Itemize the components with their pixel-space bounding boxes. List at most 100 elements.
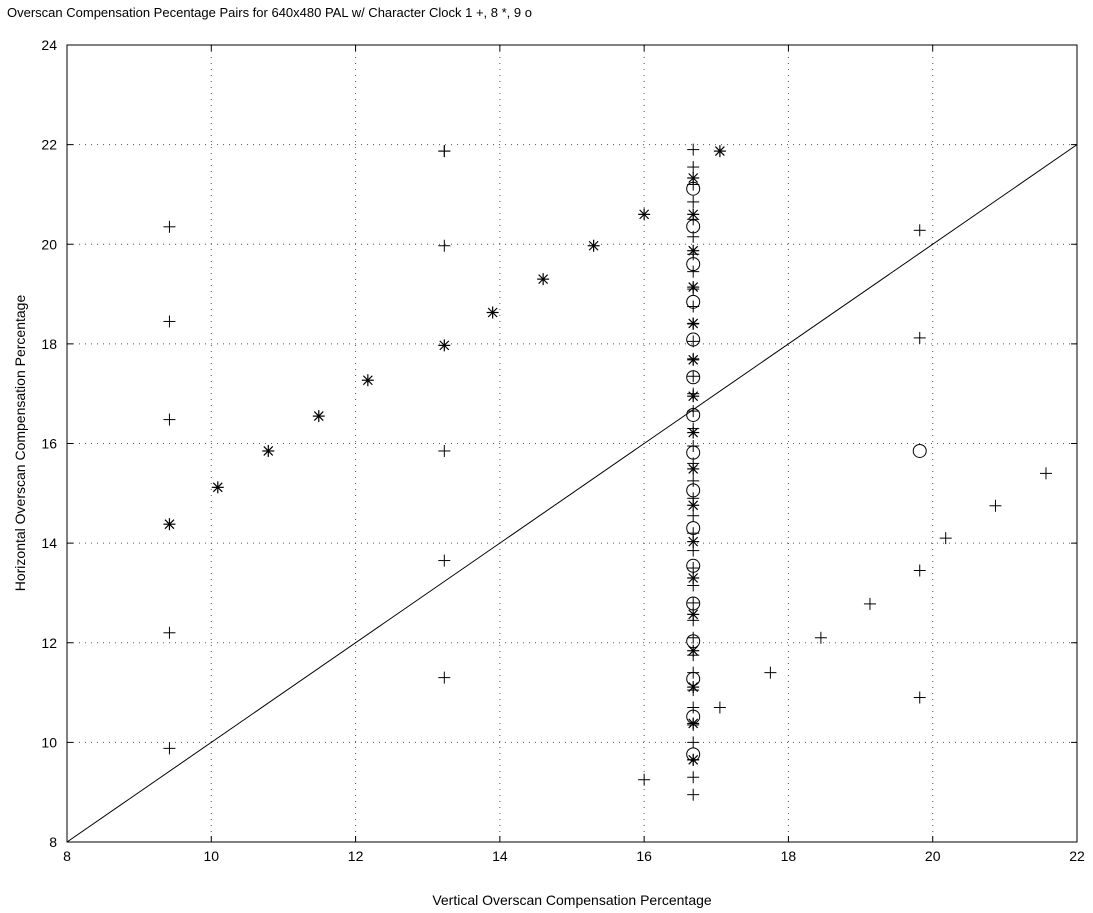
y-tick-label: 20 bbox=[41, 236, 57, 252]
scatter-point bbox=[686, 407, 701, 422]
scatter-point bbox=[438, 145, 451, 158]
x-tick-labels: 8 10 12 14 16 18 20 22 bbox=[63, 848, 1085, 864]
grid bbox=[67, 45, 1077, 842]
scatter-point bbox=[687, 353, 700, 366]
scatter-point bbox=[687, 681, 700, 694]
scatter-point bbox=[686, 483, 701, 498]
scatter-point bbox=[686, 219, 701, 234]
scatter-point bbox=[587, 239, 600, 252]
x-tick-label: 22 bbox=[1069, 848, 1085, 864]
scatter-point bbox=[686, 370, 701, 385]
scatter-point bbox=[713, 701, 726, 714]
scatter-point bbox=[438, 554, 451, 567]
scatter-point bbox=[686, 709, 701, 724]
scatter-point bbox=[687, 244, 700, 257]
scatter-point bbox=[686, 521, 701, 536]
scatter-point bbox=[686, 294, 701, 309]
scatter-point bbox=[638, 208, 651, 221]
scatter-point bbox=[687, 771, 700, 784]
x-tick-label: 10 bbox=[203, 848, 219, 864]
scatter-point bbox=[913, 691, 926, 704]
chart-title: Overscan Compensation Pecentage Pairs fo… bbox=[7, 5, 532, 20]
y-tick-labels: 8 10 12 14 16 18 20 22 24 bbox=[41, 37, 57, 850]
x-tick-label: 14 bbox=[492, 848, 508, 864]
scatter-point bbox=[312, 410, 325, 423]
scatter-point bbox=[211, 481, 224, 494]
scatter-point bbox=[814, 631, 827, 644]
x-tick-label: 20 bbox=[925, 848, 941, 864]
scatter-point bbox=[687, 390, 700, 403]
y-tick-label: 22 bbox=[41, 137, 57, 153]
scatter-point bbox=[438, 339, 451, 352]
scatter-point bbox=[913, 224, 926, 237]
y-tick-label: 18 bbox=[41, 336, 57, 352]
y-tick-label: 8 bbox=[49, 834, 57, 850]
scatter-point bbox=[638, 773, 651, 786]
reference-line bbox=[66, 144, 1078, 843]
scatter-point bbox=[912, 443, 927, 458]
scatter-point bbox=[913, 331, 926, 344]
x-tick-label: 18 bbox=[781, 848, 797, 864]
scatter-point bbox=[438, 671, 451, 684]
scatter-point bbox=[163, 626, 176, 639]
scatter-point bbox=[686, 747, 701, 762]
scatter-point bbox=[687, 265, 700, 278]
scatter-point bbox=[687, 208, 700, 221]
y-tick-label: 12 bbox=[41, 635, 57, 651]
scatter-point bbox=[686, 671, 701, 686]
scatter-point bbox=[863, 597, 876, 610]
scatter-point bbox=[361, 374, 374, 387]
scatter-point bbox=[438, 239, 451, 252]
scatter-point bbox=[686, 181, 701, 196]
scatter-point bbox=[687, 474, 700, 487]
x-tick-label: 12 bbox=[348, 848, 364, 864]
scatter-point bbox=[687, 644, 700, 657]
scatter-point bbox=[687, 499, 700, 512]
scatter-point bbox=[163, 742, 176, 755]
x-tick-label: 8 bbox=[63, 848, 71, 864]
scatter-point bbox=[764, 666, 777, 679]
scatter-point bbox=[686, 596, 701, 611]
scatter-point bbox=[687, 317, 700, 330]
scatter-point bbox=[1039, 467, 1052, 480]
scatter-point bbox=[687, 462, 700, 475]
scatter-point bbox=[163, 518, 176, 531]
scatter-point bbox=[989, 499, 1002, 512]
scatter-point bbox=[687, 335, 700, 348]
scatter-point bbox=[687, 195, 700, 208]
x-axis-title: Vertical Overscan Compensation Percentag… bbox=[432, 892, 712, 908]
scatter-point bbox=[686, 445, 701, 460]
scatter-point bbox=[686, 634, 701, 649]
axis-ticks bbox=[66, 44, 1078, 843]
scatter-point bbox=[163, 220, 176, 233]
scatter-point bbox=[687, 370, 700, 383]
scatter-point bbox=[687, 571, 700, 584]
y-axis-title: Horizontal Overscan Compensation Percent… bbox=[12, 295, 28, 592]
scatter-point bbox=[438, 444, 451, 457]
scatter-point bbox=[687, 405, 700, 418]
scatter-point bbox=[687, 161, 700, 174]
scatter-point bbox=[262, 444, 275, 457]
scatter-point bbox=[687, 281, 700, 294]
scatter-point bbox=[687, 426, 700, 439]
scatter-point bbox=[687, 143, 700, 156]
scatter-point bbox=[687, 535, 700, 548]
scatter-point bbox=[687, 171, 700, 184]
y-tick-label: 24 bbox=[41, 37, 57, 53]
y-tick-label: 16 bbox=[41, 436, 57, 452]
scatter-point bbox=[686, 558, 701, 573]
scatter-point bbox=[687, 631, 700, 644]
scatter-point bbox=[687, 736, 700, 749]
scatter-point bbox=[913, 564, 926, 577]
scatter-point bbox=[686, 257, 701, 272]
scatter-point bbox=[537, 273, 550, 286]
scatter-point bbox=[713, 145, 726, 158]
scatter-point bbox=[163, 413, 176, 426]
scatter-point bbox=[687, 509, 700, 522]
y-tick-label: 14 bbox=[41, 535, 57, 551]
scatter-point bbox=[686, 332, 701, 347]
data-points bbox=[163, 143, 1052, 801]
scatter-point bbox=[486, 306, 499, 319]
scatter-point bbox=[163, 315, 176, 328]
